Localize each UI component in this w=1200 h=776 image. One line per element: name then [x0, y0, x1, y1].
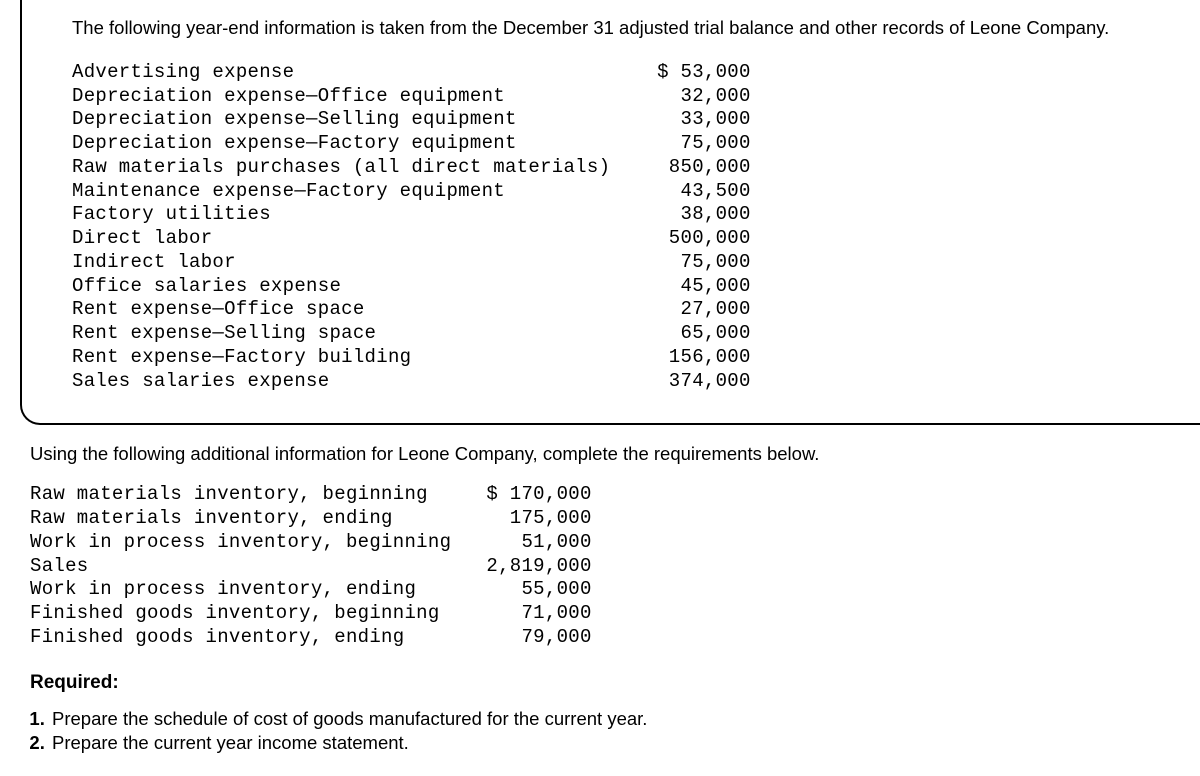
intro-text: The following year-end information is ta…: [72, 15, 1170, 41]
trial-balance-table: Advertising expense $ 53,000 Depreciatio…: [72, 61, 1170, 394]
requirements-list: Prepare the schedule of cost of goods ma…: [42, 708, 1170, 754]
info-box: The following year-end information is ta…: [20, 0, 1200, 425]
lower-section: Using the following additional informati…: [0, 443, 1200, 775]
required-heading: Required:: [30, 672, 1170, 694]
requirement-item: Prepare the current year income statemen…: [50, 732, 1170, 754]
additional-info-table: Raw materials inventory, beginning $ 170…: [30, 483, 1170, 649]
additional-info-text: Using the following additional informati…: [30, 443, 1170, 465]
requirement-item: Prepare the schedule of cost of goods ma…: [50, 708, 1170, 730]
